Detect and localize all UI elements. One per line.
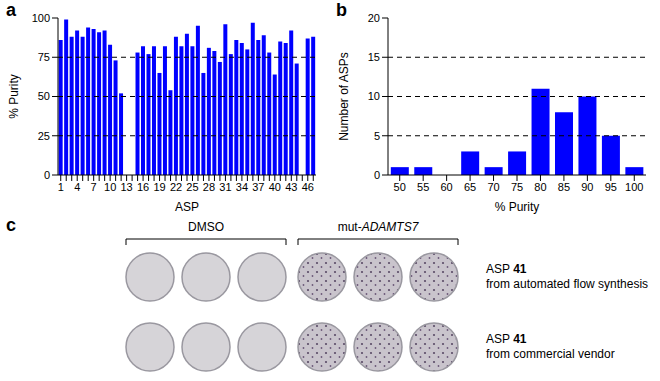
svg-text:15: 15 xyxy=(368,51,380,63)
svg-text:100: 100 xyxy=(625,181,643,193)
svg-text:31: 31 xyxy=(219,181,231,193)
svg-text:ASP 41from commercial vendor: ASP 41from commercial vendor xyxy=(486,332,615,361)
svg-text:55: 55 xyxy=(417,181,429,193)
svg-text:95: 95 xyxy=(605,181,617,193)
svg-text:16: 16 xyxy=(137,181,149,193)
svg-text:80: 80 xyxy=(534,181,546,193)
svg-text:28: 28 xyxy=(203,181,215,193)
svg-text:70: 70 xyxy=(487,181,499,193)
svg-text:22: 22 xyxy=(170,181,182,193)
svg-text:7: 7 xyxy=(91,181,97,193)
svg-text:1: 1 xyxy=(58,181,64,193)
svg-text:5: 5 xyxy=(374,130,380,142)
html-text:a: a xyxy=(6,0,16,20)
svg-text:10: 10 xyxy=(368,90,380,102)
svg-text:10: 10 xyxy=(104,181,116,193)
svg-text:ASP: ASP xyxy=(175,200,199,214)
svg-text:20: 20 xyxy=(368,12,380,24)
html-text:b: b xyxy=(336,0,347,20)
svg-text:90: 90 xyxy=(581,181,593,193)
svg-text:25: 25 xyxy=(186,181,198,193)
svg-text:65: 65 xyxy=(464,181,476,193)
svg-text:19: 19 xyxy=(153,181,165,193)
svg-text:4: 4 xyxy=(74,181,80,193)
svg-text:% Purity: % Purity xyxy=(495,200,540,214)
svg-text:25: 25 xyxy=(38,130,50,142)
svg-text:50: 50 xyxy=(38,90,50,102)
svg-text:46: 46 xyxy=(302,181,314,193)
svg-text:50: 50 xyxy=(394,181,406,193)
svg-text:c: c xyxy=(6,215,16,235)
svg-text:75: 75 xyxy=(38,51,50,63)
svg-text:DMSO: DMSO xyxy=(188,220,224,234)
svg-text:34: 34 xyxy=(236,181,248,193)
svg-text:37: 37 xyxy=(252,181,264,193)
svg-text:40: 40 xyxy=(269,181,281,193)
svg-text:Number of ASPs: Number of ASPs xyxy=(337,52,351,141)
svg-text:0: 0 xyxy=(374,169,380,181)
svg-text:13: 13 xyxy=(120,181,132,193)
svg-text:ASP 41from automated flow synt: ASP 41from automated flow synthesis xyxy=(486,262,648,291)
svg-text:% Purity: % Purity xyxy=(7,74,21,119)
svg-text:43: 43 xyxy=(285,181,297,193)
svg-text:60: 60 xyxy=(441,181,453,193)
svg-text:85: 85 xyxy=(558,181,570,193)
svg-text:0: 0 xyxy=(44,169,50,181)
svg-text:mut-ADAMTS7: mut-ADAMTS7 xyxy=(338,220,420,234)
svg-text:75: 75 xyxy=(511,181,523,193)
svg-text:100: 100 xyxy=(32,12,50,24)
